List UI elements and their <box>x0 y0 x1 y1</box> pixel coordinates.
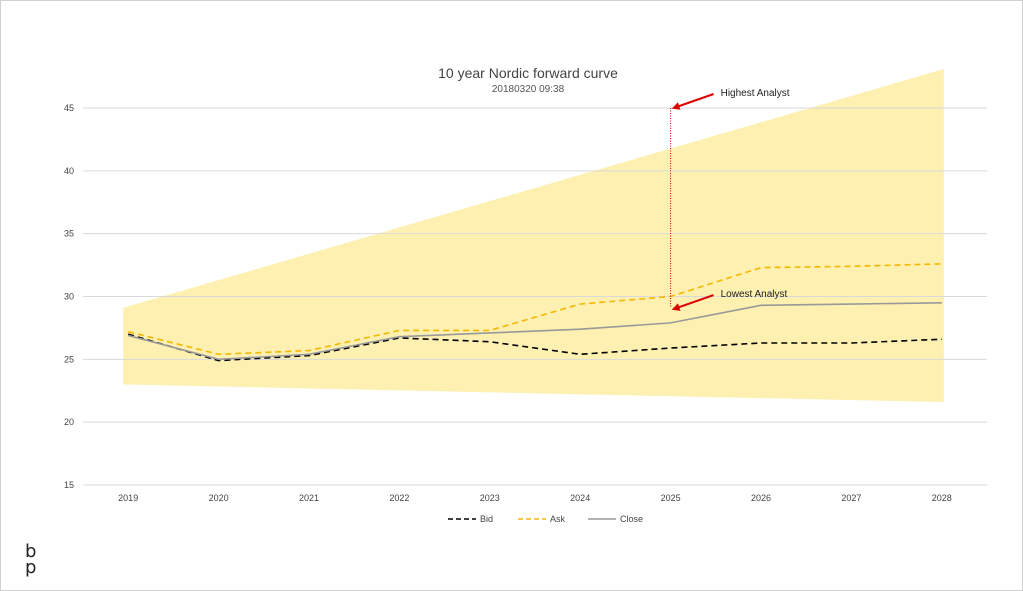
x-tick-label-2025: 2025 <box>661 493 681 503</box>
company-logo: b p <box>25 541 37 578</box>
analyst-range-band <box>123 69 944 403</box>
x-tick-label-2027: 2027 <box>841 493 861 503</box>
logo-letter-bottom: p <box>25 557 37 578</box>
x-tick-label-2024: 2024 <box>570 493 590 503</box>
logo-letter-top: b <box>25 541 37 562</box>
x-tick-label-2019: 2019 <box>118 493 138 503</box>
x-tick-label-2021: 2021 <box>299 493 319 503</box>
annotations: Highest Analyst Lowest Analyst <box>671 88 790 311</box>
y-tick-label-35: 35 <box>64 229 74 239</box>
annotation-arrow-1 <box>671 93 714 110</box>
annotation-label-1: Highest Analyst <box>721 88 790 99</box>
gridlines <box>83 107 987 486</box>
legend: Bid Ask Close <box>448 514 643 524</box>
x-tick-label-2022: 2022 <box>389 493 409 503</box>
legend-label-bid: Bid <box>480 514 493 524</box>
series-line-close <box>127 301 942 361</box>
y-tick-label-20: 20 <box>64 417 74 427</box>
y-axis-ticks: 15 20 25 30 35 40 45 <box>64 103 74 490</box>
x-tick-label-2023: 2023 <box>480 493 500 503</box>
y-tick-label-45: 45 <box>64 103 74 113</box>
chart-subtitle: 20180320 09:38 <box>492 84 565 95</box>
legend-label-close: Close <box>620 514 643 524</box>
x-axis-ticks: 2019 2020 2021 2022 2023 2024 2025 2026 2027 2028 <box>118 493 952 503</box>
analyst-range-band-layer <box>123 69 944 403</box>
y-tick-label-15: 15 <box>64 480 74 490</box>
y-tick-label-40: 40 <box>64 166 74 176</box>
y-tick-label-25: 25 <box>64 354 74 364</box>
annotation-label-2: Lowest Analyst <box>721 289 788 300</box>
series-line-ask <box>128 263 942 356</box>
x-tick-label-2020: 2020 <box>209 493 229 503</box>
legend-label-ask: Ask <box>550 514 566 524</box>
x-tick-label-2026: 2026 <box>751 493 771 503</box>
chart-title: 10 year Nordic forward curve <box>438 65 618 81</box>
series-line-bid <box>127 333 942 362</box>
series-lines <box>127 263 942 362</box>
y-tick-label-30: 30 <box>64 292 74 302</box>
annotation-arrow-2 <box>671 294 714 311</box>
x-tick-label-2028: 2028 <box>932 493 952 503</box>
